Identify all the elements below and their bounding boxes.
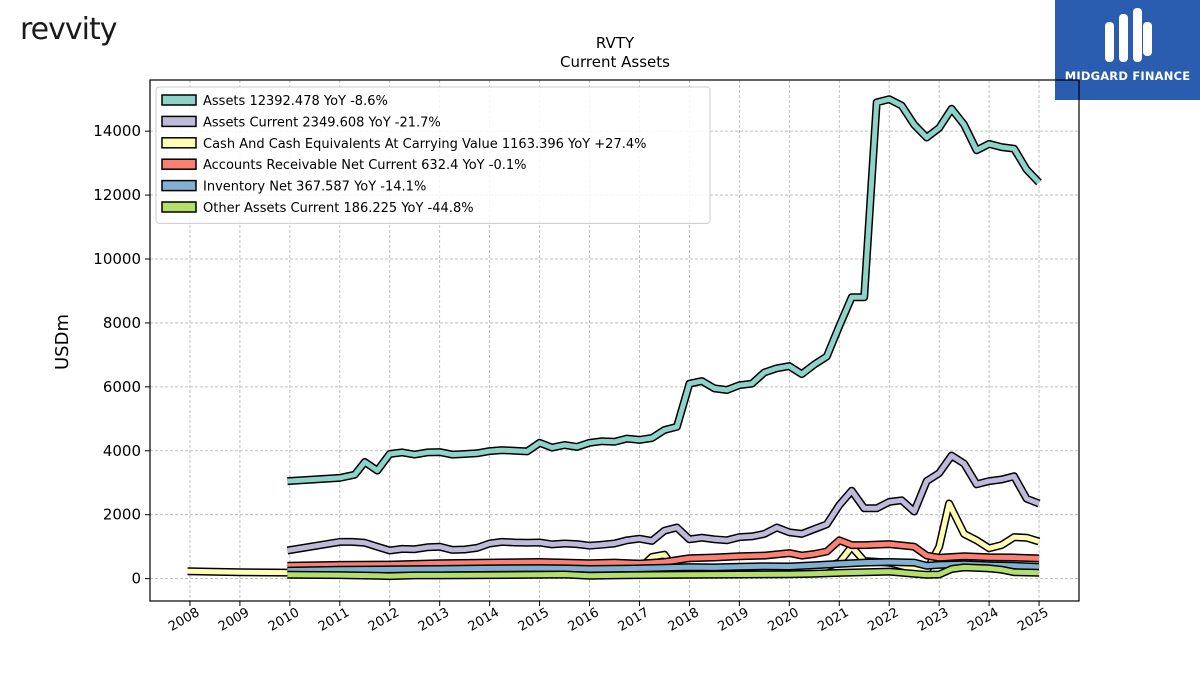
legend-label: Accounts Receivable Net Current 632.4 Yo… [203, 158, 526, 173]
legend-swatch [161, 201, 197, 213]
chart-subtitle: Current Assets [560, 53, 670, 71]
company-logo: revvity [20, 12, 117, 47]
x-tick-label: 2017 [616, 605, 652, 635]
x-tick-label: 2011 [316, 605, 352, 635]
y-tick-label: 6000 [103, 378, 141, 396]
x-tick-label: 2013 [416, 605, 452, 635]
x-tick-label: 2012 [366, 605, 402, 635]
series-other-assets-current [287, 563, 1040, 581]
series-line [287, 537, 1040, 569]
x-tick-label: 2014 [466, 605, 502, 635]
series-line [287, 96, 1041, 484]
x-tick-label: 2009 [216, 605, 252, 635]
plot-area-frame [149, 79, 1080, 602]
chart-title: RVTY [596, 34, 635, 52]
series-line [286, 453, 1040, 553]
x-tick-label: 2015 [516, 605, 552, 635]
legend-label: Inventory Net 367.587 YoY -14.1% [203, 180, 426, 195]
series-line-outline [286, 451, 1041, 555]
x-tick-label: 2021 [815, 605, 851, 635]
x-tick-label: 2023 [915, 605, 951, 635]
y-tick-label: 14000 [93, 122, 141, 140]
legend-swatch [161, 137, 197, 149]
series-line [287, 564, 1040, 579]
series-line [287, 559, 1040, 574]
legend-swatch [161, 115, 197, 128]
series-assets [287, 95, 1042, 486]
x-tick-label: 2020 [765, 605, 801, 635]
y-tick-label: 0 [131, 570, 141, 588]
x-tick-label: 2022 [865, 605, 901, 635]
y-tick-label: 8000 [103, 314, 141, 332]
series-inventory-net [287, 558, 1040, 575]
series-assets-current [286, 451, 1041, 555]
y-tick-label: 12000 [93, 186, 141, 204]
legend-box [155, 86, 711, 224]
chart-series-layer [187, 95, 1042, 581]
x-tick-label: 2024 [965, 605, 1001, 635]
y-tick-label: 10000 [93, 250, 141, 268]
legend-label: Assets 12392.478 YoY -8.6% [203, 94, 388, 109]
x-tick-label: 2016 [566, 605, 602, 635]
legend-label: Cash And Cash Equivalents At Carrying Va… [203, 137, 646, 152]
legend-swatch [161, 94, 197, 106]
brand-name: MIDGARD FINANCE [1064, 69, 1191, 83]
y-axis-label: USDm [52, 314, 73, 370]
y-tick-label: 2000 [103, 506, 141, 524]
x-tick-label: 2019 [716, 605, 752, 635]
brand-logo-icon [1105, 8, 1152, 62]
brand-badge: MIDGARD FINANCE [1055, 0, 1200, 100]
series-accounts-receivable-net-current [287, 536, 1040, 570]
x-tick-label: 2018 [666, 605, 702, 635]
x-tick-label: 2025 [1015, 605, 1051, 635]
y-tick-label: 4000 [103, 442, 141, 460]
legend: Assets 12392.478 YoY -8.6% Assets Current… [155, 86, 711, 224]
legend-swatch [161, 158, 197, 170]
legend-swatch [161, 179, 197, 192]
legend-label: Other Assets Current 186.225 YoY -44.8% [203, 201, 474, 216]
legend-label: Assets Current 2349.608 YoY -21.7% [203, 115, 441, 130]
x-tick-label: 2010 [266, 605, 302, 635]
x-tick-label: 2008 [166, 605, 202, 635]
